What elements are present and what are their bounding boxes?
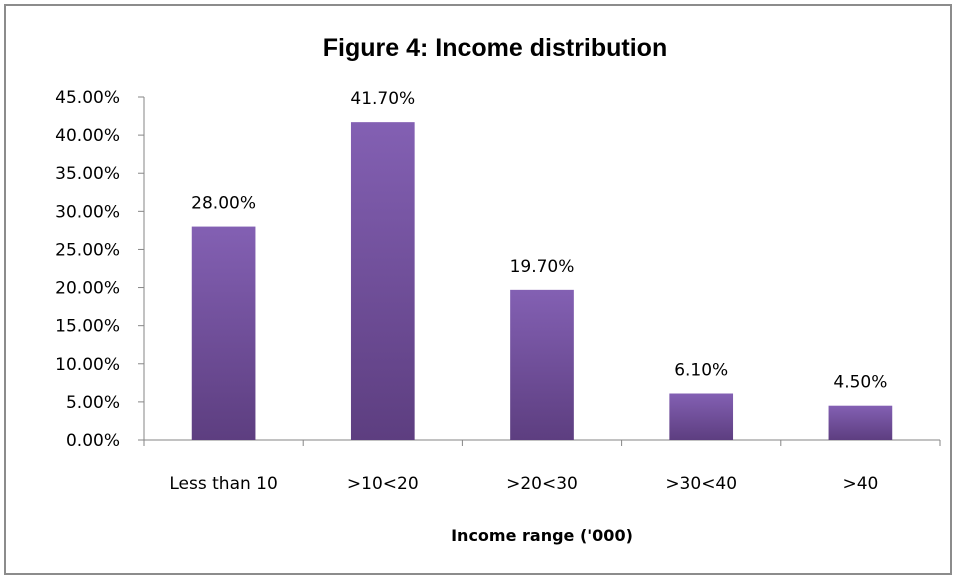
bar (669, 393, 734, 440)
chart-title: Figure 4: Income distribution (323, 34, 667, 62)
y-tick-label: 40.00% (55, 126, 120, 146)
bar-data-label: 28.00% (191, 194, 256, 214)
x-tick-label: >30<40 (665, 474, 737, 494)
bar (350, 122, 415, 441)
bar-data-label: 19.70% (510, 257, 575, 277)
y-tick-label: 25.00% (55, 240, 120, 260)
y-tick-label: 20.00% (55, 279, 120, 299)
bar (828, 405, 893, 440)
x-axis-title: Income range ('000) (451, 526, 633, 545)
y-tick-label: 0.00% (66, 431, 120, 451)
x-tick-label: >20<30 (506, 474, 578, 494)
y-tick-label: 30.00% (55, 202, 120, 222)
x-tick-label: >40 (842, 474, 878, 494)
y-axis: 0.00% 5.00% 10.00% 15.00% 20.00% 25.00% 30.00%… (55, 88, 145, 451)
bar (191, 226, 256, 440)
y-tick-label: 10.00% (55, 355, 120, 375)
x-axis: Less than 10 >10<20 >20<30 >30<40 >40 (143, 439, 941, 494)
y-tick-label: 15.00% (55, 317, 120, 337)
bar-data-label: 4.50% (833, 373, 887, 393)
bar (510, 289, 574, 440)
bars (191, 122, 893, 441)
y-tick-label: 35.00% (55, 164, 120, 184)
x-tick-label: >10<20 (347, 474, 419, 494)
y-tick-label: 45.00% (55, 88, 120, 108)
data-labels: 28.00% 41.70% 19.70% 6.10% 4.50% (191, 89, 887, 393)
y-tick-label: 5.00% (66, 393, 120, 413)
chart-frame (4, 4, 952, 575)
bar-data-label: 6.10% (674, 361, 728, 381)
x-tick-label: Less than 10 (169, 474, 277, 494)
bar-data-label: 41.70% (350, 89, 415, 109)
